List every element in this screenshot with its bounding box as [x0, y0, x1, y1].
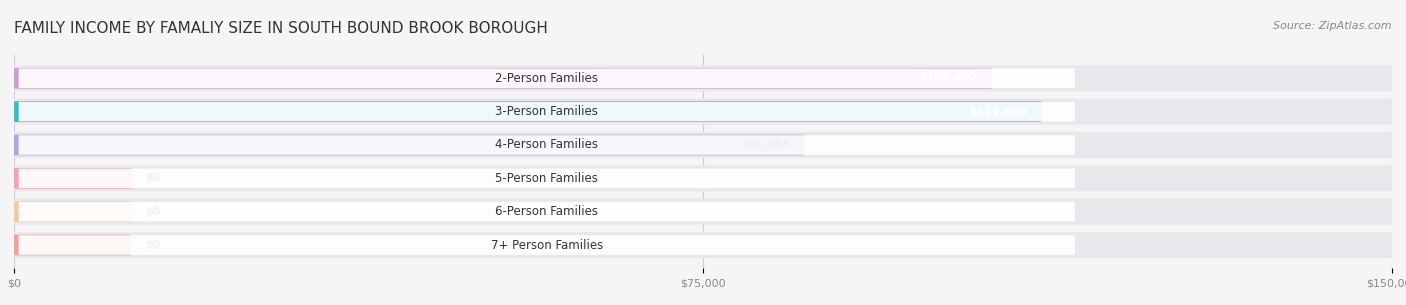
FancyBboxPatch shape — [18, 102, 1076, 121]
Text: 5-Person Families: 5-Person Families — [495, 172, 599, 185]
FancyBboxPatch shape — [14, 235, 131, 255]
FancyBboxPatch shape — [18, 69, 1076, 88]
Text: 4-Person Families: 4-Person Families — [495, 138, 599, 152]
FancyBboxPatch shape — [18, 169, 1076, 188]
Text: 2-Person Families: 2-Person Families — [495, 72, 599, 85]
FancyBboxPatch shape — [14, 168, 131, 189]
Text: $106,402: $106,402 — [920, 73, 977, 83]
FancyBboxPatch shape — [18, 135, 1076, 155]
Text: $111,800: $111,800 — [969, 107, 1028, 117]
Text: $0: $0 — [145, 173, 160, 183]
FancyBboxPatch shape — [14, 232, 1392, 258]
Text: 6-Person Families: 6-Person Families — [495, 205, 599, 218]
FancyBboxPatch shape — [14, 101, 1040, 122]
Text: 3-Person Families: 3-Person Families — [495, 105, 599, 118]
FancyBboxPatch shape — [14, 99, 1392, 125]
FancyBboxPatch shape — [14, 201, 131, 222]
Text: Source: ZipAtlas.com: Source: ZipAtlas.com — [1274, 21, 1392, 31]
Text: $0: $0 — [145, 207, 160, 217]
FancyBboxPatch shape — [14, 132, 1392, 158]
Text: 7+ Person Families: 7+ Person Families — [491, 239, 603, 252]
FancyBboxPatch shape — [18, 202, 1076, 221]
FancyBboxPatch shape — [14, 199, 1392, 225]
Text: $0: $0 — [145, 240, 160, 250]
FancyBboxPatch shape — [14, 165, 1392, 191]
FancyBboxPatch shape — [14, 135, 804, 155]
FancyBboxPatch shape — [18, 235, 1076, 255]
FancyBboxPatch shape — [14, 68, 991, 88]
Text: $86,055: $86,055 — [741, 140, 790, 150]
Text: FAMILY INCOME BY FAMALIY SIZE IN SOUTH BOUND BROOK BOROUGH: FAMILY INCOME BY FAMALIY SIZE IN SOUTH B… — [14, 21, 548, 36]
FancyBboxPatch shape — [14, 65, 1392, 91]
